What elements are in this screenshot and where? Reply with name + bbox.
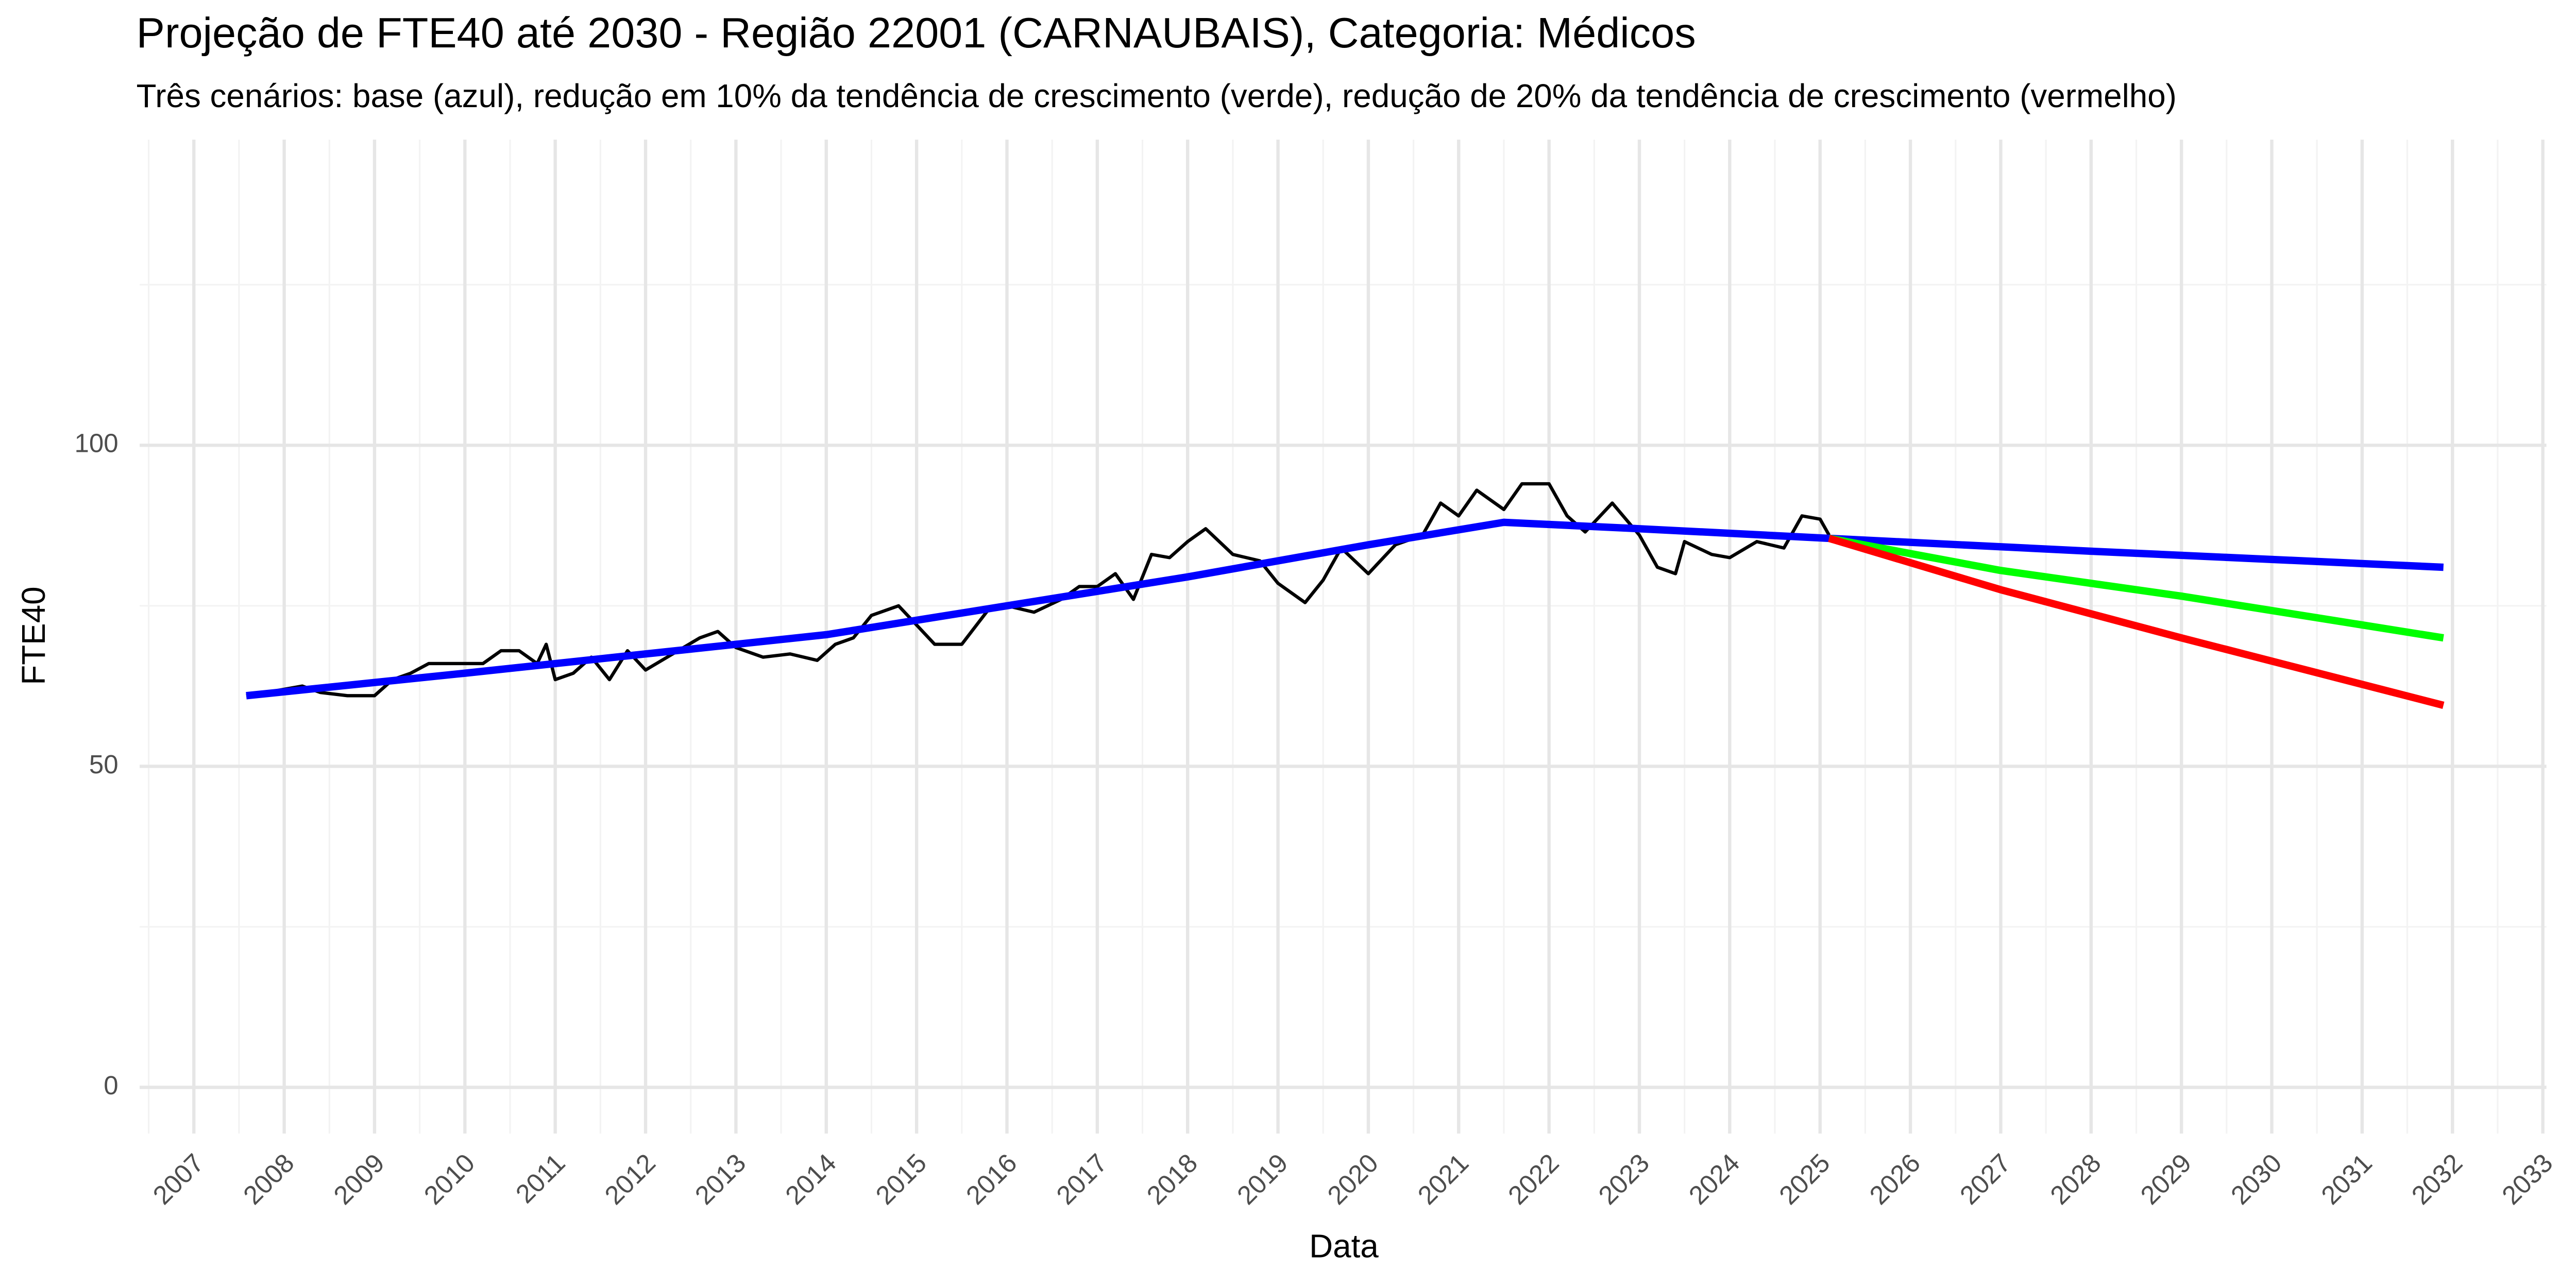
series-line <box>246 482 1831 698</box>
y-tick-label: 50 <box>89 750 118 779</box>
grid <box>140 140 2547 1134</box>
y-tick-label: 100 <box>74 429 118 458</box>
x-axis-label: Data <box>1309 1227 1379 1264</box>
y-axis-label: FTE40 <box>15 586 52 685</box>
series-line <box>246 518 2444 700</box>
chart-title: Projeção de FTE40 até 2030 - Região 2200… <box>137 9 1696 57</box>
series-line <box>1828 535 2445 709</box>
y-tick-label: 0 <box>104 1071 118 1100</box>
chart-subtitle: Três cenários: base (azul), redução em 1… <box>137 77 2177 114</box>
series-line <box>1828 534 2444 642</box>
